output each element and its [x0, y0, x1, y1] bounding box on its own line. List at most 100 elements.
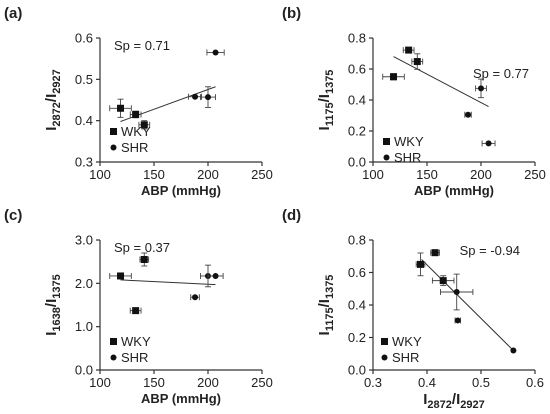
chart-panel-3: (c) 100 150 200 250 0.0 1.0 2.0 3.0 ABP (mmHg) I16…: [4, 207, 273, 406]
y-tick-label: 0.3: [75, 155, 93, 170]
y-axis-label-part: 2872: [51, 102, 63, 126]
shr-point: [206, 49, 225, 56]
shr-point: [454, 317, 461, 324]
legend-square-marker: [381, 338, 388, 345]
x-tick-label: 150: [143, 375, 165, 390]
sp-annotation: Sp = 0.71: [114, 38, 170, 53]
y-axis-label-main: I: [43, 332, 60, 336]
shr-point: [464, 111, 472, 118]
shr-point: [440, 273, 474, 311]
x-axis-label: ABP (mmHg): [141, 183, 221, 198]
legend-label-shr: SHR: [394, 150, 421, 165]
circle-marker: [192, 294, 199, 301]
wky-point: [430, 249, 440, 257]
legend-label-shr: SHR: [392, 350, 419, 365]
y-axis-label-part: 1375: [51, 274, 63, 298]
wky-point: [138, 120, 151, 130]
y-axis-label-part: 1175: [324, 307, 336, 331]
x-axis-label-part: /I: [452, 391, 460, 408]
legend-square-marker: [383, 138, 390, 145]
chart-panel-4: (d)0.3 0.4 0.5 0.60.00.20.40.60.8I2872/I292…: [282, 207, 544, 411]
y-axis-label-part: /I: [316, 299, 333, 307]
x-tick-label: 200: [470, 167, 492, 182]
circle-marker: [465, 111, 472, 118]
square-marker: [431, 249, 439, 257]
x-axis-label-part: 2927: [460, 399, 484, 411]
y-axis-label-part: 1175: [324, 102, 336, 126]
x-tick-label: 100: [89, 167, 111, 182]
x-tick-label: 0.6: [526, 375, 544, 390]
x-tick-label: 250: [524, 167, 546, 182]
y-tick-label: 0.5: [75, 72, 93, 87]
x-tick-label: 150: [416, 167, 438, 182]
square-marker: [140, 121, 148, 129]
square-marker: [405, 46, 413, 54]
chart-panel-2: (b) 100 150 200 250 0.0 0.2 0.4 0.6 0.8 ABP (mmHg)…: [282, 5, 546, 198]
y-tick-label: 0.8: [348, 233, 366, 248]
square-marker: [413, 58, 421, 66]
circle-marker: [212, 49, 219, 56]
legend-label-wky: WKY: [392, 334, 422, 349]
square-marker: [140, 256, 148, 263]
x-axis-label-part: 2872: [427, 399, 451, 411]
chart-panel-1: (a) 100 150 200 250 0.3 0.4 0.5 0.6 ABP (mmHg) I28…: [4, 5, 273, 198]
x-tick-label: 150: [143, 167, 165, 182]
legend-circle-marker: [381, 354, 388, 361]
y-tick-label: 0.0: [348, 155, 366, 170]
shr-point: [481, 140, 496, 147]
legend-label-shr: SHR: [121, 350, 148, 365]
wky-point: [129, 307, 142, 315]
wky-point: [139, 252, 150, 267]
y-tick-label: 1.0: [75, 319, 93, 334]
y-axis-label-part: 1375: [324, 70, 336, 94]
legend-circle-marker: [110, 354, 117, 361]
y-tick-label: 0.6: [348, 265, 366, 280]
y-tick-label: 0.0: [348, 363, 366, 378]
trend-line: [393, 56, 489, 107]
legend-label-shr: SHR: [121, 140, 148, 155]
x-tick-label: 100: [362, 167, 384, 182]
square-marker: [417, 260, 425, 268]
x-axis-label: ABP (mmHg): [141, 391, 221, 406]
y-tick-label: 0.8: [348, 31, 366, 46]
wky-point: [109, 98, 132, 118]
x-tick-label: 0.5: [472, 375, 490, 390]
square-marker: [390, 73, 398, 81]
sp-annotation: Sp = 0.77: [473, 66, 529, 81]
panel-label: (b): [282, 5, 301, 22]
y-tick-label: 0.2: [348, 330, 366, 345]
x-axis-label: ABP (mmHg): [414, 183, 494, 198]
shr-point: [510, 347, 517, 354]
y-axis-label: I1638/I1375: [43, 274, 63, 335]
x-tick-label: 100: [89, 375, 111, 390]
square-marker: [132, 110, 140, 118]
x-tick-label: 250: [251, 375, 273, 390]
y-axis-label-part: /I: [43, 94, 60, 102]
square-marker: [439, 277, 447, 285]
y-axis-label-part: /I: [43, 299, 60, 307]
circle-marker: [478, 85, 484, 92]
shr-point: [190, 294, 200, 301]
legend-square-marker: [110, 338, 117, 345]
y-axis-label: I1175/I1375: [316, 275, 336, 336]
x-tick-label: 0.3: [364, 375, 382, 390]
shr-point: [475, 78, 487, 99]
legend-label-wky: WKY: [121, 334, 151, 349]
square-marker: [117, 104, 125, 112]
circle-marker: [192, 93, 199, 100]
shr-point: [188, 93, 202, 100]
wky-point: [129, 110, 142, 119]
sp-annotation: Sp = -0.94: [460, 243, 520, 258]
y-axis-label: I1175/I1375: [316, 70, 336, 131]
legend-label-wky: WKY: [121, 124, 151, 139]
wky-point: [382, 73, 405, 81]
y-axis-label-main: I: [43, 127, 60, 131]
y-axis-label-part: 1638: [51, 307, 63, 331]
x-axis-label-main: I: [423, 391, 427, 408]
x-tick-label: 200: [197, 375, 219, 390]
